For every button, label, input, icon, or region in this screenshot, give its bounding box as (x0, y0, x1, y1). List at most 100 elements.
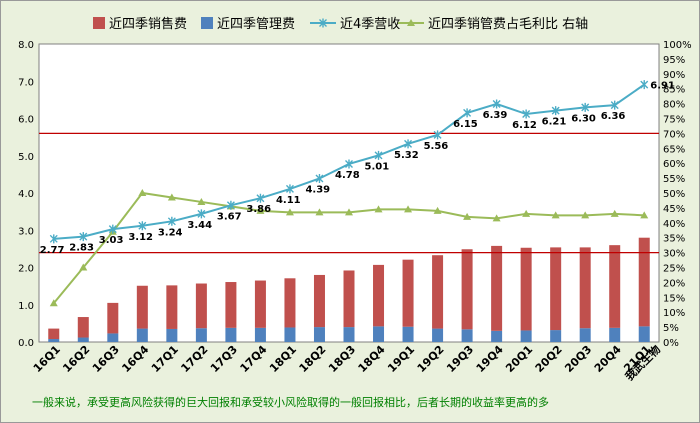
bar-sales-fee (520, 247, 532, 331)
marker-revenue (551, 106, 560, 116)
marker-revenue (404, 139, 413, 149)
bar-admin-fee (550, 330, 562, 342)
marker-revenue (197, 209, 206, 219)
y2-tick-label: 70% (663, 129, 685, 140)
marker-ratio (79, 263, 88, 271)
x-tick-label: 18Q4 (356, 343, 388, 375)
bar-sales-fee (550, 247, 562, 331)
marker-revenue (79, 232, 88, 242)
marker-revenue (581, 102, 590, 112)
bar-admin-fee (225, 327, 237, 342)
y-tick-label: 8.0 (18, 40, 34, 51)
x-tick-label: 17Q4 (238, 343, 270, 375)
data-label-revenue: 6.21 (542, 117, 567, 128)
bar-admin-fee (77, 337, 89, 342)
x-tick-label: 20Q3 (562, 343, 594, 375)
x-tick-label: 17Q1 (149, 343, 181, 375)
data-label-revenue: 6.36 (601, 111, 626, 122)
bar-sales-fee (432, 255, 444, 329)
y2-tick-label: 80% (663, 100, 685, 111)
bar-admin-fee (609, 327, 621, 342)
x-tick-label: 18Q2 (297, 343, 329, 375)
legend-revenue-label: 近4季营收 (340, 17, 400, 32)
bar-admin-fee (638, 326, 650, 342)
bar-admin-fee (136, 328, 148, 342)
y2-tick-label: 95% (663, 55, 685, 66)
footnote: 一般来说，承受更高风险获得的巨大回报和承受较小风险取得的一般回报相比，后者长期的… (32, 396, 549, 409)
bar-sales-fee (136, 285, 148, 329)
x-axis: 16Q116Q216Q316Q417Q117Q217Q317Q418Q118Q2… (31, 342, 663, 383)
bar-sales-fee (579, 247, 591, 329)
marker-ratio (640, 211, 649, 219)
bar-admin-fee (284, 327, 296, 342)
marker-ratio (610, 209, 619, 217)
marker-ratio (404, 205, 413, 213)
x-tick-label: 17Q2 (178, 343, 210, 375)
bar-sales-fee (107, 302, 119, 334)
y-tick-label: 2.0 (18, 264, 34, 275)
marker-ratio (433, 206, 442, 214)
marker-revenue (374, 150, 383, 160)
data-label-revenue: 3.67 (217, 211, 242, 222)
data-label-revenue: 3.24 (158, 227, 183, 238)
bar-admin-fee (579, 328, 591, 342)
bar-sales-fee (313, 274, 325, 328)
marker-ratio (463, 212, 472, 220)
bar-sales-fee (284, 278, 296, 328)
marker-ratio (197, 197, 206, 205)
bar-sales-fee (254, 280, 266, 328)
bar-sales-fee (609, 245, 621, 328)
y2-tick-label: 40% (663, 219, 685, 230)
data-label-revenue: 5.56 (424, 141, 449, 152)
marker-revenue (640, 80, 649, 90)
y2-tick-label: 35% (663, 234, 685, 245)
plot-area: 2.77 2.83 3.03 3.12 3.24 3.44 3.67 3.86 4.11 4.39… (38, 43, 675, 343)
y2-tick-label: 0% (663, 338, 679, 349)
data-label-revenue: 4.39 (305, 184, 330, 195)
y-tick-label: 7.0 (18, 77, 34, 88)
y2-tick-label: 50% (663, 189, 685, 200)
bar-admin-fee (48, 339, 60, 342)
x-tick-label: 16Q1 (31, 343, 63, 375)
data-label-revenue: 6.15 (453, 119, 478, 130)
x-tick-label: 18Q1 (267, 343, 299, 375)
x-tick-label: 17Q3 (208, 343, 240, 375)
y2-tick-label: 25% (663, 264, 685, 275)
bar-sales-fee (48, 328, 60, 340)
y2-tick-label: 15% (663, 293, 685, 304)
bar-sales-fee (638, 237, 650, 327)
data-label-revenue: 6.12 (512, 120, 537, 131)
marker-ratio (374, 205, 383, 213)
bar-sales-fee (166, 285, 178, 329)
x-tick-label: 16Q2 (60, 343, 92, 375)
marker-revenue (463, 108, 472, 118)
legend: 近四季销售费 近四季管理费 近4季营收 近四季销管费占毛利比 右轴 (93, 16, 588, 32)
marker-revenue (226, 200, 235, 210)
data-label-revenue: 5.01 (365, 161, 390, 172)
marker-revenue (433, 130, 442, 140)
marker-ratio (581, 211, 590, 219)
marker-revenue (256, 193, 265, 203)
y-tick-label: 3.0 (18, 226, 34, 237)
bar-admin-fee (343, 327, 355, 342)
bar-admin-fee (107, 333, 119, 342)
bar-admin-fee (520, 330, 532, 342)
bar-admin-fee (432, 328, 444, 342)
marker-revenue (610, 100, 619, 110)
right-axis: 0% 5% 10% 15% 20% 25% 30% 35% 40% 45% 50% 55% 60% 65%… (663, 40, 692, 349)
data-label-revenue: 6.30 (571, 113, 596, 124)
y2-tick-label: 75% (663, 115, 685, 126)
bar-sales-fee (77, 317, 89, 338)
marker-ratio (492, 214, 501, 222)
marker-revenue (49, 234, 58, 244)
bar-admin-fee (254, 327, 266, 342)
y2-tick-label: 30% (663, 249, 685, 260)
bar-admin-fee (402, 326, 414, 342)
data-label-revenue: 3.12 (128, 232, 153, 243)
marker-ratio (315, 208, 324, 216)
marker-revenue (315, 173, 324, 183)
y-tick-label: 0.0 (18, 338, 34, 349)
y-tick-label: 4.0 (18, 189, 34, 200)
x-tick-label: 20Q4 (592, 343, 624, 375)
x-tick-label: 16Q4 (119, 343, 151, 375)
